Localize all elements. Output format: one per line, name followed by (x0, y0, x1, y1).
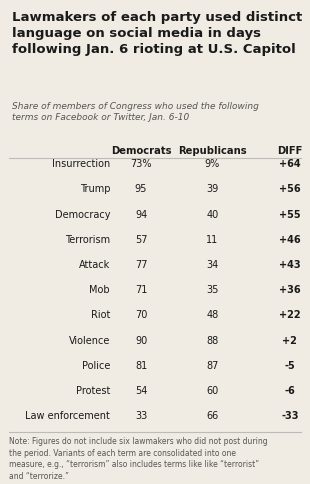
Text: 11: 11 (206, 234, 219, 244)
Text: Democracy: Democracy (55, 209, 110, 219)
Text: Republicans: Republicans (178, 145, 247, 155)
Text: DIFF: DIFF (277, 145, 303, 155)
Text: 94: 94 (135, 209, 147, 219)
Text: 35: 35 (206, 285, 219, 295)
Text: 33: 33 (135, 410, 147, 421)
Text: -5: -5 (285, 360, 295, 370)
Text: +56: +56 (279, 184, 301, 194)
Text: 70: 70 (135, 310, 147, 320)
Text: Protest: Protest (76, 385, 110, 395)
Text: 88: 88 (206, 335, 219, 345)
Text: +46: +46 (279, 234, 301, 244)
Text: +43: +43 (279, 259, 301, 270)
Text: +55: +55 (279, 209, 301, 219)
Text: -6: -6 (285, 385, 295, 395)
Text: 71: 71 (135, 285, 147, 295)
Text: Attack: Attack (79, 259, 110, 270)
Text: 66: 66 (206, 410, 219, 421)
Text: Share of members of Congress who used the following
terms on Facebook or Twitter: Share of members of Congress who used th… (12, 102, 259, 122)
Text: 34: 34 (206, 259, 219, 270)
Text: Riot: Riot (91, 310, 110, 320)
Text: 40: 40 (206, 209, 219, 219)
Text: 77: 77 (135, 259, 147, 270)
Text: 81: 81 (135, 360, 147, 370)
Text: +22: +22 (279, 310, 301, 320)
Text: Terrorism: Terrorism (65, 234, 110, 244)
Text: Police: Police (82, 360, 110, 370)
Text: Law enforcement: Law enforcement (25, 410, 110, 421)
Text: 54: 54 (135, 385, 147, 395)
Text: +36: +36 (279, 285, 301, 295)
Text: Lawmakers of each party used distinct
language on social media in days
following: Lawmakers of each party used distinct la… (12, 11, 303, 56)
Text: Violence: Violence (69, 335, 110, 345)
Text: -33: -33 (281, 410, 299, 421)
Text: 60: 60 (206, 385, 219, 395)
Text: Mob: Mob (89, 285, 110, 295)
Text: Insurrection: Insurrection (52, 159, 110, 169)
Text: 87: 87 (206, 360, 219, 370)
Text: +2: +2 (282, 335, 297, 345)
Text: 90: 90 (135, 335, 147, 345)
Text: 48: 48 (206, 310, 219, 320)
Text: 57: 57 (135, 234, 147, 244)
Text: 39: 39 (206, 184, 219, 194)
Text: 9%: 9% (205, 159, 220, 169)
Text: Note: Figures do not include six lawmakers who did not post during
the period. V: Note: Figures do not include six lawmake… (9, 437, 268, 480)
Text: 95: 95 (135, 184, 147, 194)
Text: +64: +64 (279, 159, 301, 169)
Text: Trump: Trump (80, 184, 110, 194)
Text: 73%: 73% (130, 159, 152, 169)
Text: Democrats: Democrats (111, 145, 171, 155)
